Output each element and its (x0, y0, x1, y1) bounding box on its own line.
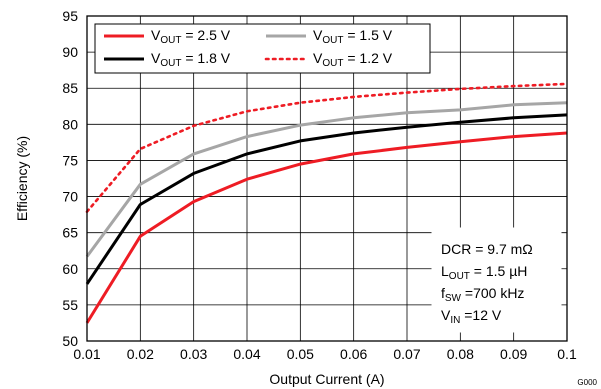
x-tick-label: 0.05 (287, 346, 314, 362)
x-axis-label: Output Current (A) (269, 371, 384, 387)
x-tick-label: 0.08 (447, 346, 474, 362)
x-tick-label: 0.09 (500, 346, 527, 362)
series-lines (85, 82, 569, 324)
annotation-line: VIN =12 V (441, 307, 502, 326)
legend-entry-2.5: VOUT = 2.5 V (151, 27, 231, 46)
y-tick-label: 55 (62, 297, 78, 313)
x-tick-label: 0.06 (340, 346, 367, 362)
series-line-1.2 (85, 82, 569, 213)
annotation-line: DCR = 9.7 mΩ (441, 241, 533, 257)
y-tick-label: 95 (62, 8, 78, 24)
figure-id: G000 (577, 378, 597, 387)
x-tick-label: 0.01 (73, 346, 100, 362)
y-tick-label: 70 (62, 189, 78, 205)
legend: VOUT = 2.5 V VOUT = 1.5 V VOUT = 1.8 V VOUT… (94, 23, 431, 74)
legend-entry-1.8: VOUT = 1.8 V (151, 50, 231, 69)
legend-entry-1.2: VOUT = 1.2 V (313, 50, 393, 69)
annotation-line: fSW =700 kHz (441, 285, 524, 304)
x-tick-label: 0.03 (180, 346, 207, 362)
x-tick-label: 0.02 (127, 346, 154, 362)
x-tick-label: 0.07 (393, 346, 420, 362)
series-line-2.5 (85, 131, 568, 324)
y-tick-label: 85 (62, 80, 78, 96)
series-line-1.5 (85, 101, 568, 258)
y-tick-label: 80 (62, 116, 78, 132)
y-tick-label: 50 (62, 333, 78, 349)
y-tick-label: 65 (62, 225, 78, 241)
y-tick-label: 75 (62, 152, 78, 168)
x-tick-label: 0.04 (233, 346, 260, 362)
y-tick-label: 90 (62, 44, 78, 60)
annotation-background (431, 227, 562, 333)
plot-frame (86, 15, 568, 342)
series-line-1.8 (85, 113, 568, 285)
annotation-box: DCR = 9.7 mΩ LOUT = 1.5 µH fSW =700 kHz VIN… (431, 227, 562, 333)
tick-labels: 0.01 0.02 0.03 0.04 0.05 0.06 0.07 0.08 0.09 0.1 5… (62, 8, 577, 362)
y-axis-label: Efficiency (%) (14, 136, 30, 221)
legend-entry-1.5: VOUT = 1.5 V (313, 27, 393, 46)
annotation-line: LOUT = 1.5 µH (441, 263, 527, 282)
legend-box (94, 23, 431, 74)
x-tick-label: 0.1 (557, 346, 577, 362)
y-tick-label: 60 (62, 261, 78, 277)
